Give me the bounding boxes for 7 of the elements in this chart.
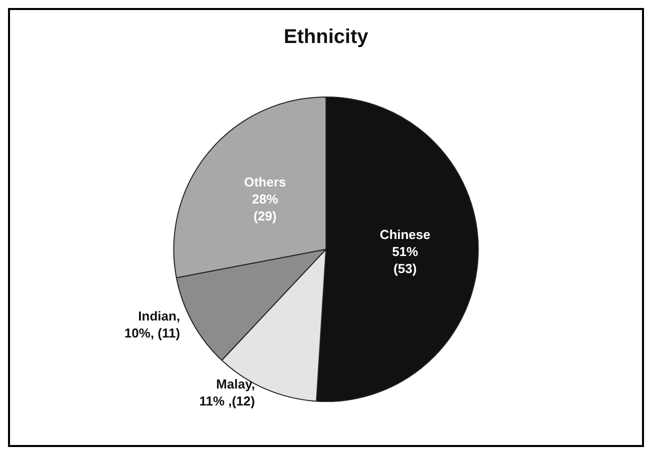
data-label: 28% (29) — [252, 191, 278, 224]
slice-label: Others — [244, 174, 286, 190]
slice-label: Chinese — [380, 227, 430, 242]
slice-label: Indian, 10%, (11) — [124, 308, 180, 341]
data-label: 51% (53) — [392, 244, 419, 276]
slice-label: Malay, 11% ,(12) — [199, 376, 255, 409]
chart-title: Ethnicity — [284, 26, 370, 48]
